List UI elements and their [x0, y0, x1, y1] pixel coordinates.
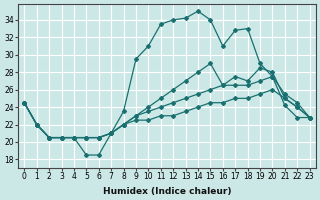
X-axis label: Humidex (Indice chaleur): Humidex (Indice chaleur)	[103, 187, 231, 196]
